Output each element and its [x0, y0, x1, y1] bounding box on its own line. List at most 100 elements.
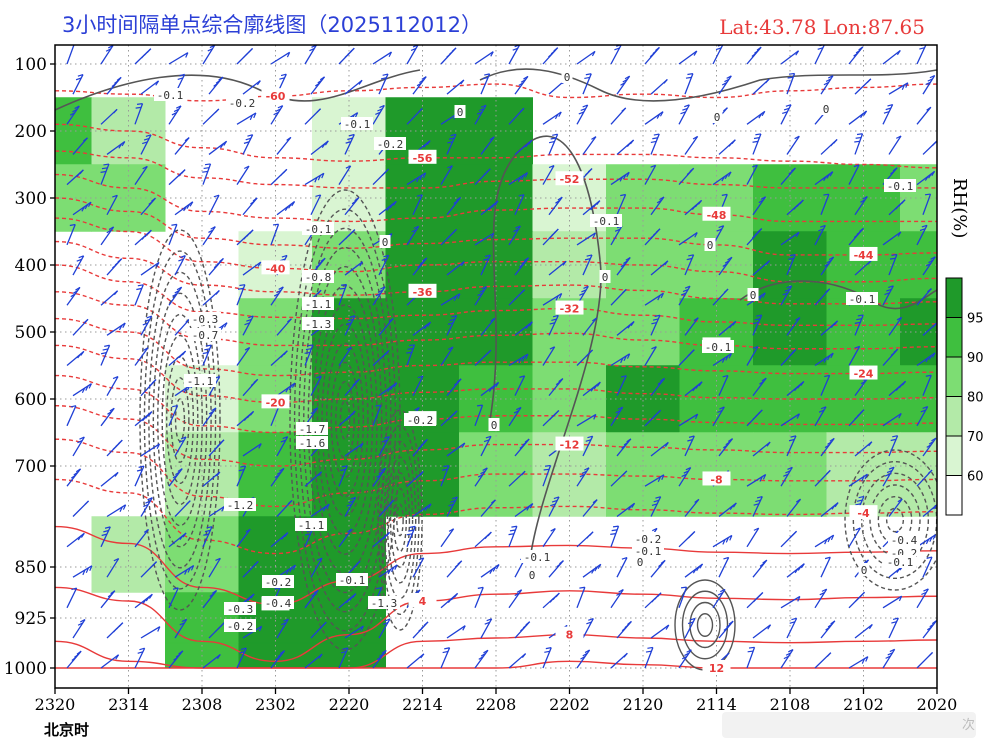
wind-barb-shaft: [548, 315, 559, 336]
wind-barb-flag: [752, 140, 759, 143]
wind-barb: [712, 406, 725, 427]
wind-barb: [916, 405, 929, 427]
wind-barb-flag: [826, 652, 832, 657]
wind-barb: [678, 50, 698, 65]
wind-barb: [718, 256, 733, 276]
wind-barb-flag: [411, 229, 417, 233]
wind-barb-shaft: [174, 618, 188, 639]
wind-barb: [100, 163, 110, 185]
wind-barb-flag: [620, 357, 624, 364]
omega-contour: [330, 361, 360, 479]
wind-barb: [242, 197, 258, 216]
wind-barb-flag: [310, 410, 316, 415]
wind-barb-shaft: [100, 526, 111, 548]
wind-barb: [780, 466, 793, 487]
wind-barb: [440, 410, 458, 427]
wind-barb-flag: [72, 290, 78, 294]
wind-barb-shaft: [814, 588, 828, 609]
wind-barb: [412, 621, 429, 639]
wind-barb-flag: [100, 352, 107, 355]
wind-barb-flag: [208, 410, 214, 415]
omega-label-text: -0.2: [407, 414, 434, 427]
wind-barb-shaft: [72, 565, 93, 578]
wind-barb: [916, 288, 932, 306]
wind-barb-flag: [620, 375, 627, 378]
wind-barb-flag: [215, 79, 221, 84]
wind-barb-shaft: [270, 650, 286, 669]
wind-barb-flag: [488, 386, 493, 392]
wind-barb-shaft: [542, 292, 563, 306]
wind-barb: [134, 411, 153, 427]
wind-barb-shaft: [270, 532, 289, 548]
wind-barb-flag: [137, 651, 144, 654]
wind-barb-flag: [578, 111, 584, 115]
wind-barb-shaft: [100, 407, 115, 427]
wind-barb-flag: [828, 256, 834, 261]
wind-barb-flag: [210, 226, 216, 230]
wind-barb-flag: [480, 470, 486, 475]
wind-barb: [644, 111, 664, 125]
wind-barb-shaft: [446, 496, 458, 517]
wind-barb-flag: [827, 441, 833, 445]
wind-barb: [72, 383, 92, 397]
wind-barb-flag: [148, 411, 153, 417]
wind-barb-flag: [747, 650, 754, 653]
wind-barb: [174, 201, 194, 216]
wind-barb: [922, 74, 936, 95]
wind-barb: [338, 229, 356, 246]
wind-barb: [412, 257, 428, 276]
wind-barb: [684, 254, 695, 276]
isotherm-label-box: [555, 300, 584, 315]
wind-barb-shaft: [406, 225, 420, 246]
wind-barb: [814, 45, 825, 65]
wind-barb-flag: [614, 228, 621, 232]
wind-barb-flag: [824, 539, 828, 545]
y-tick-label: 500: [15, 323, 47, 343]
wind-barb-shaft: [548, 378, 564, 397]
wind-barb-flag: [85, 567, 89, 574]
wind-barb: [344, 79, 363, 95]
isotherm-line: [55, 374, 937, 434]
wind-barb-flag: [350, 496, 356, 500]
wind-barb-flag: [890, 170, 895, 175]
wind-barb-shaft: [338, 165, 352, 185]
wind-barb-shaft: [786, 563, 805, 578]
omega-label-text: -1.3: [305, 318, 332, 331]
wind-barb: [508, 406, 522, 427]
wind-barb-flag: [820, 224, 826, 228]
wind-barb-shaft: [446, 442, 466, 457]
wind-barb: [446, 260, 465, 276]
isotherm-label: 12: [702, 660, 731, 675]
wind-barb-flag: [77, 73, 84, 77]
wind-barb-flag: [521, 653, 527, 658]
wind-barb: [610, 353, 631, 367]
wind-barb-flag: [346, 503, 352, 507]
wind-barb-flag: [788, 72, 795, 75]
wind-barb: [446, 625, 466, 639]
wind-barb: [378, 254, 390, 276]
wind-barb-shaft: [66, 350, 85, 366]
wind-barb: [780, 413, 800, 427]
wind-barb-flag: [898, 595, 903, 602]
wind-barb-shaft: [310, 503, 330, 518]
omega-label: -1.7: [296, 422, 328, 436]
wind-barb-flag: [341, 465, 348, 468]
wind-barb: [202, 289, 220, 306]
wind-barb-flag: [376, 586, 382, 590]
wind-barb-flag: [727, 438, 733, 443]
wind-barb: [440, 528, 455, 548]
wind-barb-flag: [725, 355, 729, 361]
wind-barb-flag: [688, 254, 694, 257]
omega-label-box: [561, 70, 573, 83]
wind-barb-shaft: [304, 344, 314, 366]
isotherm-line: [55, 173, 937, 223]
omega-contour: [386, 456, 414, 584]
wind-barb-flag: [789, 621, 796, 624]
wind-barb-shaft: [100, 290, 119, 306]
wind-barb: [746, 228, 763, 246]
wind-barb-flag: [558, 378, 564, 383]
wind-barb-flag: [631, 502, 636, 508]
wind-barb-flag: [729, 323, 734, 329]
wind-barb-shaft: [344, 134, 355, 155]
